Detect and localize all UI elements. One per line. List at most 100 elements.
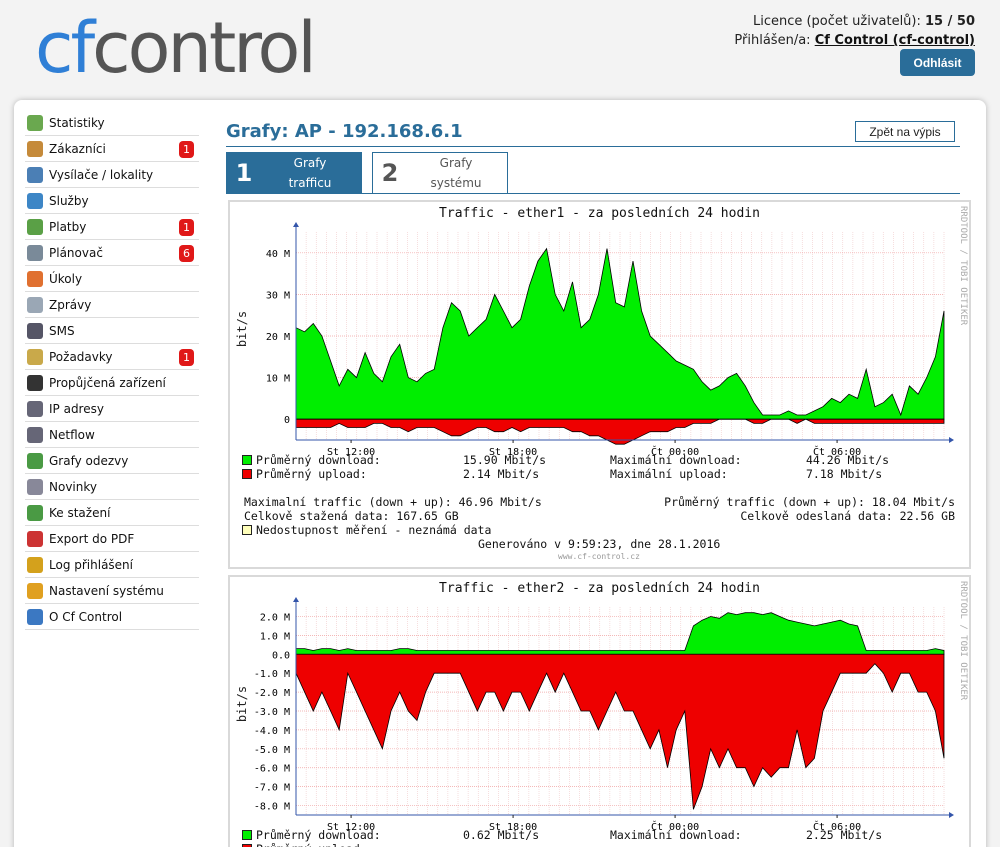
- watermark: RRDTOOL / TOBI OETIKER: [958, 206, 968, 326]
- y-tick-label: -6.0 M: [254, 764, 290, 775]
- response-chart-icon: [27, 453, 43, 469]
- count-badge: 1: [179, 349, 194, 366]
- sidebar-item-platby[interactable]: Platby 1: [25, 214, 199, 240]
- avg-download-value: 15.90 Mbit/s: [463, 453, 547, 467]
- sidebar-item-o-cf-control[interactable]: O Cf Control: [25, 604, 199, 630]
- series-area-download: [295, 247, 945, 420]
- key-icon: [27, 557, 43, 573]
- tab-system-graphs[interactable]: 2 Grafy systému: [372, 152, 508, 193]
- sidebar-item-label: Platby: [49, 219, 87, 234]
- legend-unavailable: Nedostupnost měření - neznámá data: [242, 523, 491, 537]
- tab-traffic-graphs[interactable]: 1 Grafy trafficu: [226, 152, 362, 193]
- sidebar-item-label: Grafy odezvy: [49, 453, 129, 468]
- logo: cfcontrol: [35, 7, 317, 89]
- y-tick-label: 20 M: [266, 332, 290, 343]
- page-title: Grafy: AP - 192.168.6.1: [226, 121, 463, 142]
- tab-number: 2: [381, 159, 399, 187]
- news-icon: [27, 479, 43, 495]
- y-tick-label: 1.0 M: [260, 631, 290, 642]
- ip-icon: [27, 401, 43, 417]
- cloud-icon: [27, 193, 43, 209]
- sidebar-item-sms[interactable]: SMS: [25, 318, 199, 344]
- y-tick-label: 0: [284, 415, 290, 426]
- y-tick-label: -3.0 M: [254, 707, 290, 718]
- max-download-value: 44.26 Mbit/s: [806, 453, 890, 467]
- sidebar-item-vysílače-lokality[interactable]: Vysílače / lokality: [25, 162, 199, 188]
- sidebar: Statistiky Zákazníci 1 Vysílače / lokality S…: [25, 110, 199, 630]
- back-to-list-button[interactable]: Zpět na výpis: [855, 121, 955, 142]
- sidebar-item-label: Plánovač: [49, 245, 103, 260]
- pdf-icon: [27, 531, 43, 547]
- generated-time: Generováno v 9:59:23, dne 28.1.2016: [478, 537, 721, 551]
- sidebar-item-nastavení-systému[interactable]: Nastavení systému: [25, 578, 199, 604]
- max-download-label: Maximální download:: [610, 453, 742, 467]
- sidebar-item-label: Úkoly: [49, 271, 83, 286]
- x-axis-arrow: [949, 812, 954, 818]
- logout-button[interactable]: Odhlásit: [900, 49, 975, 76]
- traffic-chart-ether1: 40 M 30 M 20 M 10 M 0 St 12:00 St 18:00 Čt 00:0…: [266, 222, 954, 458]
- sidebar-item-požadavky[interactable]: Požadavky 1: [25, 344, 199, 370]
- sidebar-item-grafy-odezvy[interactable]: Grafy odezvy: [25, 448, 199, 474]
- y-tick-label: -4.0 M: [254, 726, 290, 737]
- legend-avg-download: Průměrný download:: [242, 453, 381, 467]
- avg-upload-value: 2.14 Mbit/s: [463, 467, 540, 481]
- chart-title: Traffic - ether1 - za posledních 24 hodi…: [439, 206, 760, 221]
- x-tick-label: Čt 00:00: [651, 445, 699, 458]
- chart-title: Traffic - ether2 - za posledních 24 hodi…: [439, 581, 760, 596]
- phone-icon: [27, 323, 43, 339]
- sidebar-item-log-přihlášení[interactable]: Log přihlášení: [25, 552, 199, 578]
- y-tick-label: -1.0 M: [254, 669, 290, 680]
- graph-ether2: Traffic - ether2 - za posledních 24 hodi…: [228, 575, 971, 847]
- x-tick-label: St 12:00: [327, 447, 375, 458]
- sidebar-item-export-do-pdf[interactable]: Export do PDF: [25, 526, 199, 552]
- sidebar-item-ip-adresy[interactable]: IP adresy: [25, 396, 199, 422]
- download-icon: [27, 505, 43, 521]
- sidebar-item-label: Vysílače / lokality: [49, 167, 154, 182]
- download-swatch: [242, 455, 252, 465]
- avg-traffic: Průměrný traffic (down + up): 18.04 Mbit…: [664, 495, 955, 509]
- y-tick-label: 2.0 M: [260, 612, 290, 623]
- y-tick-label: -2.0 M: [254, 688, 290, 699]
- sidebar-item-netflow[interactable]: Netflow: [25, 422, 199, 448]
- sidebar-item-zprávy[interactable]: Zprávy: [25, 292, 199, 318]
- avg-download-value: 0.62 Mbit/s: [463, 828, 540, 842]
- title-divider: [226, 146, 960, 147]
- lifebuoy-icon: [27, 271, 43, 287]
- sidebar-item-label: Netflow: [49, 427, 95, 442]
- x-tick-label: Čt 06:00: [813, 820, 861, 833]
- count-badge: 1: [179, 141, 194, 158]
- upload-swatch: [242, 844, 252, 847]
- x-tick-label: St 18:00: [489, 447, 537, 458]
- sidebar-item-ke-stažení[interactable]: Ke stažení: [25, 500, 199, 526]
- sidebar-item-label: Novinky: [49, 479, 97, 494]
- device-icon: [27, 375, 43, 391]
- sidebar-item-novinky[interactable]: Novinky: [25, 474, 199, 500]
- x-tick-label: Čt 00:00: [651, 820, 699, 833]
- money-icon: [27, 219, 43, 235]
- envelope-icon: [27, 297, 43, 313]
- sidebar-item-label: SMS: [49, 323, 75, 338]
- sidebar-item-plánovač[interactable]: Plánovač 6: [25, 240, 199, 266]
- sidebar-item-služby[interactable]: Služby: [25, 188, 199, 214]
- site-url: www.cf-control.cz: [558, 552, 640, 561]
- count-badge: 1: [179, 219, 194, 236]
- y-tick-label: 30 M: [266, 290, 290, 301]
- sidebar-item-label: Zákazníci: [49, 141, 106, 156]
- logged-label: Přihlášen/a:: [734, 33, 811, 48]
- sidebar-item-label: O Cf Control: [49, 609, 123, 624]
- sidebar-item-statistiky[interactable]: Statistiky: [25, 110, 199, 136]
- sidebar-item-label: IP adresy: [49, 401, 104, 416]
- download-swatch: [242, 830, 252, 840]
- help-icon: [27, 609, 43, 625]
- sidebar-item-propůjčená-zařízení[interactable]: Propůjčená zařízení: [25, 370, 199, 396]
- sidebar-item-label: Požadavky: [49, 349, 113, 364]
- sidebar-item-úkoly[interactable]: Úkoly: [25, 266, 199, 292]
- sidebar-item-zákazníci[interactable]: Zákazníci 1: [25, 136, 199, 162]
- logged-user-link[interactable]: Cf Control (cf-control): [814, 33, 975, 48]
- sidebar-item-label: Propůjčená zařízení: [49, 375, 166, 390]
- traffic-chart-ether2: 2.0 M 1.0 M 0.0 -1.0 M -2.0 M -3.0 M -4.0 M -5.…: [254, 597, 954, 833]
- graph-ether1: Traffic - ether1 - za posledních 24 hodi…: [228, 200, 971, 569]
- x-tick-label: St 12:00: [327, 822, 375, 833]
- tab-label: Grafy systému: [430, 156, 482, 190]
- max-traffic: Maximalní traffic (down + up): 46.96 Mbi…: [244, 495, 542, 509]
